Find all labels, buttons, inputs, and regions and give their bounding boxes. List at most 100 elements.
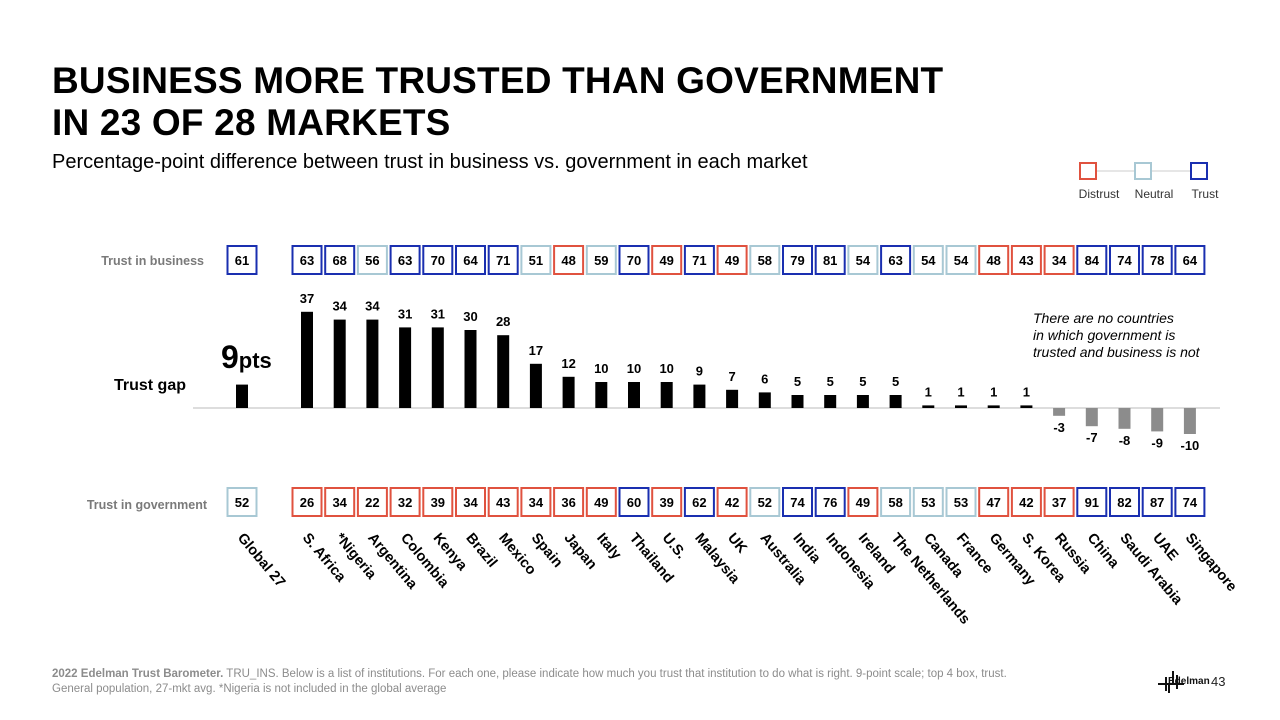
business-trust-value: 64 — [463, 253, 478, 268]
business-trust-box — [912, 245, 944, 275]
business-trust-box — [945, 245, 977, 275]
business-trust-value: 51 — [529, 253, 543, 268]
business-trust-value: 71 — [496, 253, 510, 268]
business-trust-value: 81 — [823, 253, 837, 268]
government-trust-value: 43 — [496, 495, 510, 510]
gap-value-label: 9 — [696, 364, 703, 379]
government-trust-box — [1010, 487, 1042, 517]
business-trust-box — [749, 245, 781, 275]
trust-gap-chart: Trust in business Trust gap Trust in gov… — [87, 245, 1240, 628]
gap-value-label: 10 — [659, 361, 673, 376]
government-trust-box — [782, 487, 813, 517]
gap-value-label: -3 — [1053, 420, 1065, 435]
gap-bar — [1085, 408, 1098, 427]
footer: 2022 Edelman Trust Barometer. TRU_INS. B… — [52, 667, 1092, 697]
gap-value-label: 37 — [300, 291, 314, 306]
business-trust-box — [389, 245, 421, 275]
gap-bar — [464, 330, 477, 408]
gap-value-label: 34 — [332, 299, 347, 314]
government-trust-box — [553, 487, 585, 517]
category-label: UK — [724, 530, 750, 557]
gap-bar — [856, 395, 869, 408]
gap-value-label: 10 — [594, 361, 608, 376]
legend-trust-swatch — [1190, 162, 1208, 180]
gap-bar — [399, 327, 412, 408]
gap-bar — [726, 389, 739, 408]
business-trust-box — [716, 245, 748, 275]
government-trust-value: 49 — [594, 495, 608, 510]
government-trust-value: 87 — [1150, 495, 1164, 510]
gap-value-label: 1 — [1023, 384, 1030, 399]
annotation-line-1: There are no countries — [1033, 310, 1174, 326]
government-trust-value: 52 — [235, 495, 249, 510]
gap-value-label: 1 — [990, 384, 997, 399]
gap-value-label: -8 — [1119, 433, 1131, 448]
government-trust-value: 22 — [365, 495, 379, 510]
page-number: 43 — [1211, 674, 1226, 689]
gap-bar — [595, 382, 608, 408]
brand-name: Edelman — [1168, 676, 1210, 687]
business-trust-value: 58 — [758, 253, 772, 268]
government-trust-box — [1109, 487, 1140, 517]
government-trust-value: 39 — [659, 495, 673, 510]
business-trust-value: 54 — [921, 253, 936, 268]
government-trust-box — [520, 487, 552, 517]
government-trust-box — [1141, 487, 1173, 517]
gap-bar — [236, 384, 248, 408]
annotation-line-3: trusted and business is not — [1033, 344, 1201, 360]
business-trust-value: 63 — [398, 253, 412, 268]
government-trust-box — [455, 487, 486, 517]
business-trust-box — [814, 245, 846, 275]
business-trust-value: 84 — [1085, 253, 1100, 268]
government-trust-box — [356, 487, 388, 517]
government-trust-value: 49 — [856, 495, 870, 510]
gap-value-label: 12 — [561, 356, 575, 371]
government-trust-value: 36 — [561, 495, 575, 510]
gap-bar — [1183, 408, 1196, 434]
business-trust-box — [847, 245, 879, 275]
gap-bar — [333, 319, 346, 408]
global-gap-callout: 9pts — [221, 339, 272, 375]
business-trust-box — [880, 245, 912, 275]
gap-value-label: 5 — [892, 374, 899, 389]
business-trust-value: 54 — [856, 253, 871, 268]
annotation-line-2: in which government is — [1033, 327, 1175, 343]
business-trust-box — [226, 245, 258, 275]
business-trust-box — [422, 245, 454, 275]
business-trust-box — [520, 245, 552, 275]
gap-bar — [1118, 408, 1131, 429]
government-trust-box — [1076, 487, 1108, 517]
government-trust-value: 34 — [463, 495, 478, 510]
gap-value-label: 10 — [627, 361, 641, 376]
government-trust-value: 34 — [529, 495, 544, 510]
subtitle: Percentage-point difference between trus… — [52, 151, 808, 173]
business-trust-value: 61 — [235, 253, 249, 268]
government-trust-box — [487, 487, 519, 517]
title-line-2: IN 23 OF 28 MARKETS — [52, 102, 451, 143]
gap-bar — [529, 363, 542, 408]
gap-value-label: 5 — [859, 374, 866, 389]
business-trust-value: 78 — [1150, 253, 1164, 268]
business-trust-value: 70 — [431, 253, 445, 268]
government-trust-value: 74 — [1183, 495, 1198, 510]
government-trust-box — [1043, 487, 1075, 517]
global-gap-unit: pts — [239, 348, 272, 373]
government-trust-box — [324, 487, 356, 517]
business-trust-box — [1043, 245, 1075, 275]
row-label-business: Trust in business — [101, 254, 204, 268]
gap-value-label: 1 — [925, 384, 932, 399]
gap-value-label: 28 — [496, 314, 510, 329]
gap-bar — [889, 395, 902, 408]
global-gap-value: 9 — [221, 339, 239, 375]
business-trust-box — [1141, 245, 1173, 275]
gap-value-label: 31 — [398, 306, 412, 321]
gap-value-label: -9 — [1151, 435, 1163, 450]
government-trust-value: 76 — [823, 495, 837, 510]
business-trust-box — [978, 245, 1010, 275]
government-trust-value: 53 — [921, 495, 935, 510]
business-trust-value: 43 — [1019, 253, 1033, 268]
gap-value-label: 6 — [761, 371, 768, 386]
government-trust-value: 42 — [1019, 495, 1033, 510]
government-trust-value: 39 — [431, 495, 445, 510]
